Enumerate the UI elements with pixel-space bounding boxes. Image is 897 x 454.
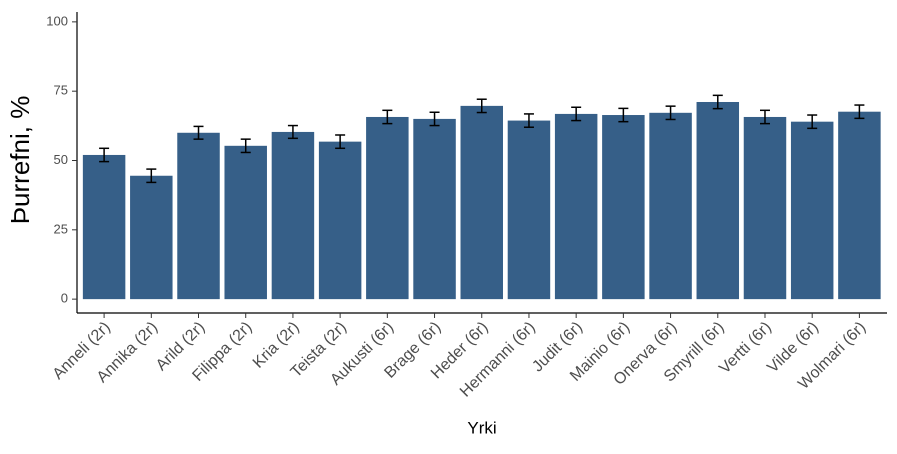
error-bar [193, 125, 204, 140]
bar [271, 131, 315, 300]
bar [554, 113, 598, 300]
y-tick-label: 25 [54, 221, 68, 236]
bar [507, 120, 551, 300]
bar [743, 116, 787, 300]
error-bar [335, 134, 346, 150]
bar [460, 105, 503, 300]
error-bar [429, 111, 440, 127]
x-tick-label: Vertti (6r) [716, 319, 775, 378]
bar [130, 175, 173, 300]
error-bar [99, 147, 110, 163]
bar [838, 111, 881, 300]
error-bar [665, 105, 676, 121]
bar [82, 154, 126, 300]
error-bar [807, 114, 818, 130]
error-bar [287, 124, 298, 140]
bar [790, 121, 834, 300]
y-tick-label: 100 [46, 13, 68, 28]
x-axis-title: Yrki [467, 418, 496, 437]
y-tick-label: 50 [54, 152, 68, 167]
bar [696, 101, 740, 300]
bar [366, 116, 409, 300]
error-bar [240, 138, 251, 154]
error-bar [382, 109, 393, 125]
bar [318, 141, 362, 300]
error-bar [759, 109, 770, 125]
error-bar [523, 113, 534, 128]
y-axis-title: Þurrefni, % [5, 96, 35, 225]
bar [649, 112, 692, 300]
error-bar [854, 104, 865, 120]
bar [177, 132, 220, 300]
y-tick-label: 0 [61, 291, 68, 306]
error-bar [571, 106, 582, 122]
error-bar [146, 168, 157, 184]
error-bar [618, 107, 629, 123]
y-tick-label: 75 [54, 83, 68, 98]
error-bar [476, 98, 487, 114]
error-bar [712, 94, 723, 110]
bar [602, 115, 645, 300]
bar [224, 145, 267, 300]
bar [413, 118, 456, 300]
